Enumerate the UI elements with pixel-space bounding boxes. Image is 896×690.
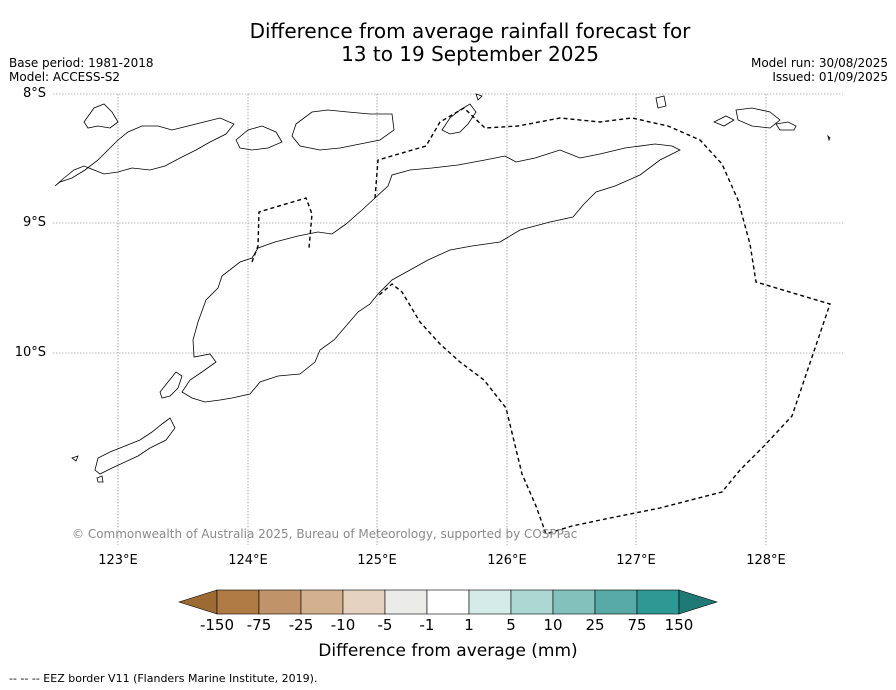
colorbar-bin-3 [300,589,344,615]
small-island-1 [71,455,79,462]
colorbar-bin-9 [552,589,596,615]
lon-tick-124: 124°E [228,553,268,568]
cb-label-2: -75 [246,616,272,634]
lon-tick-123: 123°E [98,553,138,568]
colorbar-bin-5 [384,589,428,615]
small-island-8 [827,134,831,142]
small-island-3 [655,95,667,109]
lesser-sunda-1 [83,103,119,129]
wetar-island [441,103,477,135]
cb-label-8: 5 [506,616,516,634]
savu-island [94,417,176,475]
colorbar-bin-8 [510,589,554,615]
alor-island [291,109,395,151]
meta-left: Base period: 1981-2018 Model: ACCESS-S2 [9,56,154,84]
colorbar-arrow-high [678,589,718,615]
cb-label-10: 25 [585,616,605,634]
eez-footnote: -- -- -- EEZ border V11 (Flanders Marine… [9,672,318,685]
cb-label-6: -1 [419,616,435,634]
meta-right: Model run: 30/08/2025 Issued: 01/09/2025 [751,56,888,84]
small-island-5 [735,107,781,129]
base-period: Base period: 1981-2018 [9,56,154,70]
cb-label-11: 75 [627,616,647,634]
cb-label-5: -5 [377,616,393,634]
map-title: Difference from average rainfall forecas… [0,20,896,66]
cb-label-12: 150 [664,616,694,634]
lat-tick-10: 10°S [14,345,46,360]
cb-label-9: 10 [543,616,563,634]
colorbar-arrow-low [178,589,218,615]
eez-north [374,107,831,535]
colorbar-bin-1 [216,589,260,615]
eez-border [251,107,831,535]
small-island-6 [775,121,797,131]
flores-coast [54,117,235,187]
lesser-sunda-2 [235,125,283,151]
colorbar-title: Difference from average (mm) [318,641,578,661]
cb-label-4: -10 [330,616,356,634]
lon-tick-127: 127°E [616,553,656,568]
eez-west-box [251,197,313,263]
colorbar-bin-4 [342,589,386,615]
model-name: Model: ACCESS-S2 [9,70,121,84]
lon-tick-125: 125°E [357,553,397,568]
cb-label-3: -25 [288,616,314,634]
lat-tick-9: 9°S [22,215,46,230]
timor-island [181,143,681,403]
model-run: Model run: 30/08/2025 [750,56,888,70]
copyright-credit: © Commonwealth of Australia 2025, Bureau… [72,527,578,541]
cb-label-7: 1 [464,616,474,634]
lon-tick-126: 126°E [487,553,527,568]
gridlines [53,93,843,545]
colorbar-bin-2 [258,589,302,615]
title-line-2: 13 to 19 September 2025 [341,42,599,66]
coastlines [54,93,831,483]
colorbar-bin-11 [636,589,680,615]
colorbar-bin-6 [426,589,470,615]
small-island-7 [475,93,483,101]
colorbar-bin-7 [468,589,512,615]
title-line-1: Difference from average rainfall forecas… [249,19,691,43]
rote-island [159,371,183,399]
colorbar-bin-10 [594,589,638,615]
cb-label-1: -150 [199,616,235,634]
issued-date: Issued: 01/09/2025 [772,70,888,84]
lat-tick-8: 8°S [22,86,46,101]
small-island-2 [96,475,104,483]
small-island-4 [713,115,735,127]
colorbar-segments [178,589,718,615]
lon-tick-128: 128°E [746,553,786,568]
